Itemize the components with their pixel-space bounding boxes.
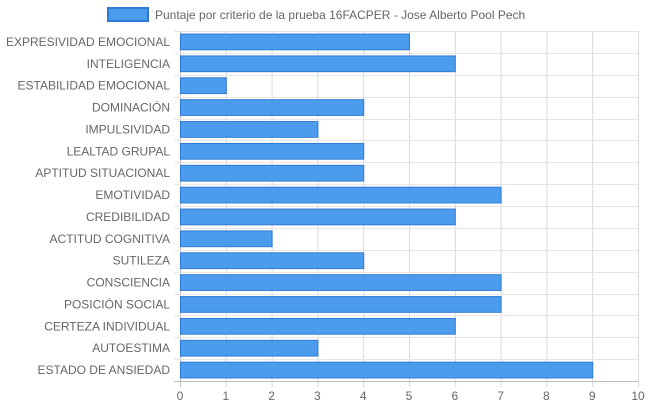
bar[interactable]: [180, 121, 319, 138]
bar[interactable]: [180, 164, 365, 182]
bar[interactable]: [180, 208, 456, 226]
y-tick-label: APTITUD SITUACIONAL: [35, 166, 170, 180]
x-axis-labels: 0 1 2 3 4 5 6 7 8 9 10: [177, 389, 645, 403]
y-tick-label: DOMINACIÓN: [92, 100, 170, 115]
y-tick-label: CONSCIENCIA: [87, 276, 170, 290]
x-tick-label: 9: [589, 389, 596, 403]
x-tick-label: 7: [497, 389, 504, 403]
x-tick-label: 10: [631, 389, 645, 403]
x-tick-label: 6: [451, 389, 458, 403]
legend-label[interactable]: Puntaje por criterio de la prueba 16FACP…: [155, 8, 525, 22]
bar[interactable]: [180, 296, 502, 313]
bars: [180, 33, 594, 379]
bar[interactable]: [180, 339, 319, 357]
y-tick-label: EMOTIVIDAD: [95, 188, 170, 202]
y-tick-label: CERTEZA INDIVIDUAL: [44, 319, 170, 333]
bar[interactable]: [180, 55, 456, 73]
y-tick-label: ESTADO DE ANSIEDAD: [38, 363, 171, 377]
bar[interactable]: [180, 274, 502, 291]
x-tick-label: 5: [406, 389, 413, 403]
bar[interactable]: [180, 361, 594, 379]
legend[interactable]: Puntaje por criterio de la prueba 16FACP…: [107, 7, 525, 22]
x-tick-label: 0: [177, 389, 184, 403]
y-axis-labels: EXPRESIVIDAD EMOCIONAL INTELIGENCIA ESTABI…: [6, 35, 170, 377]
x-tick-label: 4: [360, 389, 367, 403]
bar[interactable]: [180, 230, 273, 248]
y-tick-label: POSICIÓN SOCIAL: [64, 296, 170, 311]
bar[interactable]: [180, 317, 456, 335]
y-tick-label: LEALTAD GRUPAL: [67, 144, 171, 158]
y-tick-label: EXPRESIVIDAD EMOCIONAL: [6, 35, 170, 49]
legend-swatch[interactable]: [107, 7, 149, 22]
y-tick-label: ACTITUD COGNITIVA: [50, 232, 170, 246]
y-tick-label: SUTILEZA: [113, 254, 170, 268]
y-tick-label: AUTOESTIMA: [92, 341, 170, 355]
x-tick-label: 2: [268, 389, 275, 403]
bar[interactable]: [180, 77, 227, 95]
y-tick-label: IMPULSIVIDAD: [85, 122, 170, 136]
bar[interactable]: [180, 142, 365, 160]
bar[interactable]: [180, 33, 410, 51]
x-tick-label: 8: [543, 389, 550, 403]
y-tick-label: ESTABILIDAD EMOCIONAL: [18, 79, 171, 93]
x-tick-label: 1: [222, 389, 229, 403]
bar[interactable]: [180, 252, 365, 270]
bar[interactable]: [180, 99, 365, 116]
bar[interactable]: [180, 186, 502, 204]
y-tick-label: INTELIGENCIA: [87, 57, 170, 71]
y-tick-label: CREDIBILIDAD: [86, 210, 170, 224]
grid: [174, 31, 639, 387]
x-tick-label: 3: [314, 389, 321, 403]
